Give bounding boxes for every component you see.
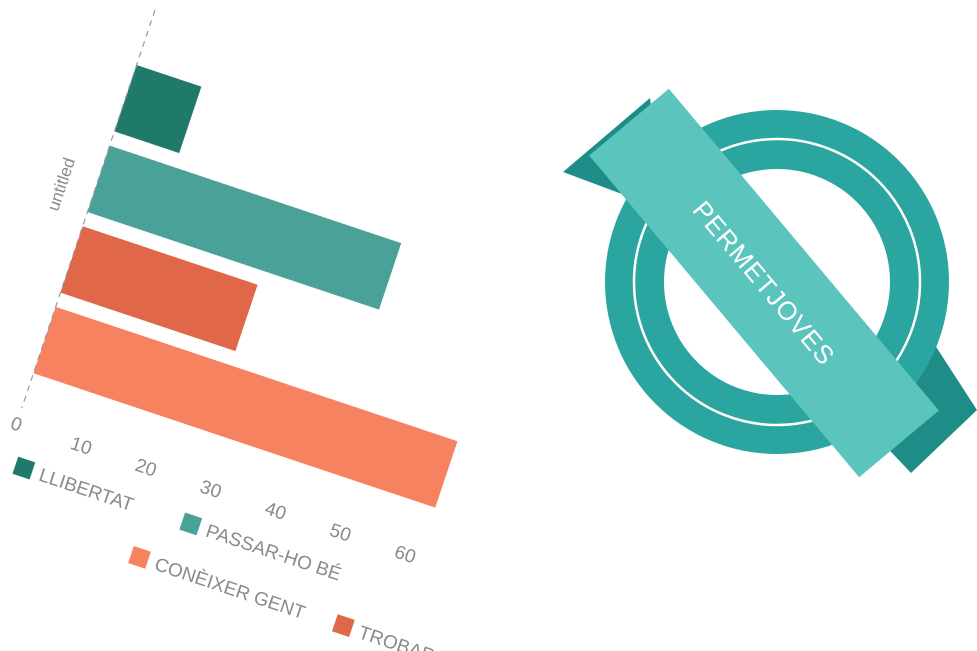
bar-con-ixer-gent (33, 306, 458, 508)
bar-passar-ho-b- (87, 145, 402, 310)
legend-label-llibertat: LLIBERTAT (36, 465, 136, 516)
legend-swatch-llibertat (12, 456, 36, 480)
x-tick-label-60: 60 (392, 542, 419, 569)
legend-label-trobar-se: TROBAR-SE (356, 622, 468, 651)
x-tick-label-10: 10 (68, 433, 95, 460)
x-tick-label-0: 0 (8, 413, 25, 436)
bar-llibertat (114, 65, 202, 154)
ribbon-band (589, 88, 939, 478)
legend-swatch-con-ixer-gent (128, 545, 151, 569)
x-tick-label-20: 20 (132, 455, 159, 482)
bars-layer (33, 65, 458, 508)
legend-swatch-passar-ho-b- (179, 512, 203, 536)
x-tick-label-30: 30 (197, 477, 224, 504)
x-tick-label-40: 40 (262, 498, 289, 525)
category-label: untitled (44, 155, 79, 213)
badge-ring-inner-line (632, 137, 922, 427)
category-axis (21, 9, 156, 409)
legend-swatch-trobar-se (332, 614, 355, 637)
permetjoves-badge: PERMETJOVES (563, 88, 977, 478)
bar-trobar-se (60, 226, 258, 352)
x-tick-label-50: 50 (327, 520, 354, 547)
